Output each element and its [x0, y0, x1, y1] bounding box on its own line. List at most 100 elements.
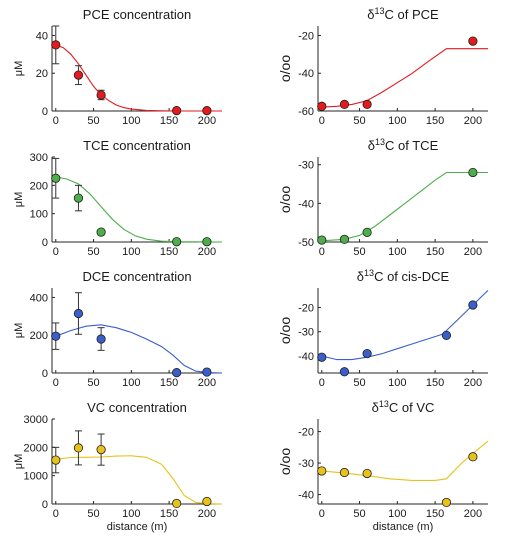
y-axis-label: o/oo	[277, 55, 293, 82]
data-point	[362, 99, 372, 109]
y-axis-label: μM	[13, 61, 25, 77]
y-tick-label: 300	[30, 152, 48, 164]
chart-title: TCE concentration	[83, 138, 191, 153]
y-tick-label: 40	[36, 30, 48, 42]
chart-title-main: TCE concentration	[83, 138, 191, 153]
y-axis-label: μM	[13, 192, 25, 208]
x-tick-label: 100	[122, 377, 140, 389]
x-tick-label: 200	[464, 115, 482, 127]
data-point	[441, 497, 452, 508]
x-tick-label: 200	[464, 377, 482, 389]
data-point	[202, 106, 212, 116]
model-curve	[55, 324, 223, 374]
data-point	[73, 70, 84, 80]
x-tick-label: 150	[160, 115, 178, 127]
model-curve	[55, 455, 223, 505]
y-tick-label: -40	[298, 68, 314, 80]
model-curve	[55, 176, 223, 243]
data-point	[96, 334, 106, 344]
x-tick-label: 200	[198, 377, 216, 389]
chart-title: VC concentration	[87, 400, 187, 415]
data-point	[317, 101, 327, 111]
y-tick-label: 400	[30, 292, 48, 304]
data-point	[339, 467, 350, 478]
y-tick-label: -30	[298, 327, 314, 339]
y-axis-label-text: o/oo	[277, 448, 293, 475]
x-tick-label: 150	[160, 377, 178, 389]
chart-title-main: δ	[357, 269, 364, 284]
x-tick-label: 200	[198, 115, 216, 127]
data-point	[51, 40, 61, 50]
x-tick-label: 100	[388, 115, 406, 127]
y-tick-label: 200	[30, 180, 48, 192]
model-curve	[321, 290, 489, 361]
data-point	[172, 237, 182, 247]
model-curve	[321, 440, 489, 481]
x-tick-label: 200	[198, 246, 216, 258]
data-point	[362, 468, 372, 479]
panel-dce-concentration: DCE concentration 0 50 100 150 200 0 200 400 μM	[13, 269, 223, 389]
chart-title: DCE concentration	[82, 269, 191, 284]
model-curve	[55, 44, 222, 112]
data-point	[51, 173, 61, 183]
data-point	[172, 498, 182, 509]
y-tick-label: -40	[298, 198, 314, 210]
chart-title: δ13C of PCE	[367, 6, 439, 22]
y-axis-label-text: o/oo	[277, 317, 293, 344]
data-point	[51, 331, 61, 341]
x-tick-label: 150	[160, 246, 178, 258]
x-tick-label: 0	[319, 246, 325, 258]
y-tick-label: -40	[298, 490, 314, 502]
x-tick-label: 50	[87, 377, 99, 389]
chart-title: δ13C of VC	[372, 399, 435, 415]
x-axis-label: distance (m)	[107, 521, 168, 533]
data-point	[96, 90, 106, 100]
y-tick-label: 0	[42, 499, 48, 511]
x-tick-label: 50	[87, 246, 99, 258]
panel-13c-of-pce: δ13C of PCE 0 50 100 150 200 -60 -40 -20 o/oo	[277, 6, 488, 127]
x-tick-label: 0	[53, 508, 59, 520]
data-point	[172, 106, 182, 116]
y-tick-label: -50	[298, 237, 314, 249]
data-point	[73, 308, 84, 319]
x-tick-label: 100	[122, 246, 140, 258]
chart-title-superscript: 13	[375, 6, 385, 16]
data-point	[73, 193, 84, 203]
x-tick-label: 100	[122, 508, 140, 520]
y-axis-label-text: o/oo	[277, 55, 293, 82]
x-tick-label: 150	[426, 508, 444, 520]
data-point	[172, 368, 182, 378]
data-point	[468, 36, 478, 46]
x-axis-label: distance (m)	[373, 521, 434, 533]
x-tick-label: 100	[388, 246, 406, 258]
data-point	[441, 330, 452, 340]
x-tick-label: 50	[87, 508, 99, 520]
chart-title-rest: C of VC	[389, 400, 435, 415]
y-axis-label: μM	[13, 454, 25, 470]
chart-title-rest: C of PCE	[385, 7, 440, 22]
y-tick-label: -60	[298, 106, 314, 118]
y-tick-label: 20	[36, 68, 48, 80]
data-point	[362, 348, 372, 359]
x-tick-label: 100	[388, 508, 406, 520]
data-point	[317, 466, 327, 476]
x-tick-label: 100	[122, 115, 140, 127]
chart-title-main: δ	[372, 400, 379, 415]
data-point	[202, 367, 212, 377]
x-tick-label: 200	[198, 508, 216, 520]
chart-title-rest: C of cis-DCE	[374, 269, 449, 284]
data-point	[96, 227, 106, 237]
chart-title-superscript: 13	[379, 399, 389, 409]
x-tick-label: 50	[353, 508, 365, 520]
chart-title-rest: C of TCE	[385, 138, 439, 153]
chart-title-main: DCE concentration	[82, 269, 191, 284]
x-tick-label: 0	[319, 508, 325, 520]
y-tick-label: -30	[298, 160, 314, 172]
data-point	[468, 300, 478, 310]
y-axis-label: o/oo	[277, 317, 293, 344]
x-tick-label: 150	[426, 246, 444, 258]
y-tick-label: -20	[298, 427, 314, 439]
y-tick-label: -40	[298, 351, 314, 363]
data-point	[468, 167, 478, 178]
